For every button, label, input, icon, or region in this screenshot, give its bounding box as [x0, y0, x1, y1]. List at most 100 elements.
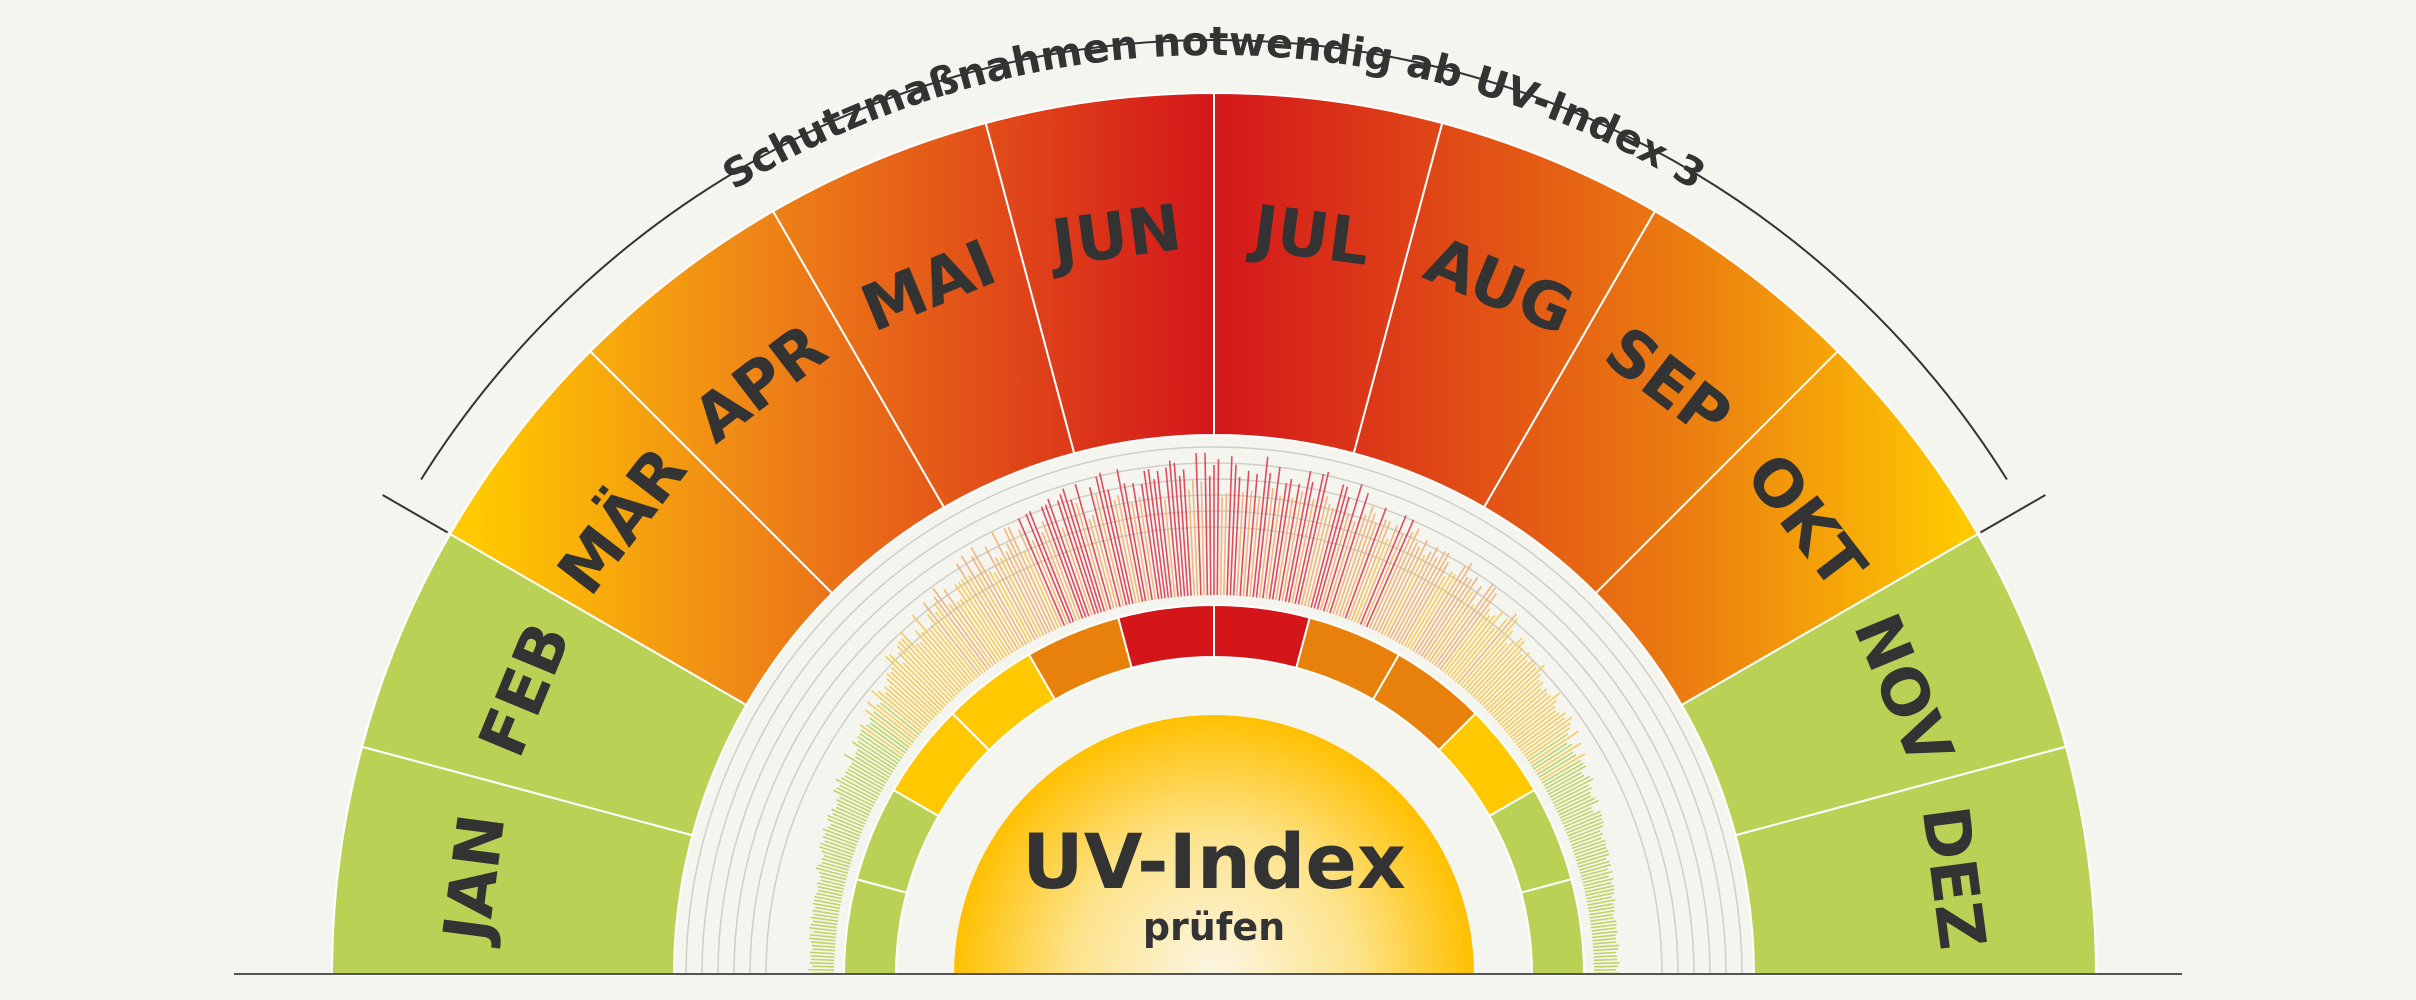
- uv-index-subtitle[interactable]: prüfen: [1143, 905, 1285, 949]
- daily-bar: [1507, 692, 1561, 736]
- daily-bar: [1403, 575, 1446, 647]
- daily-bar: [815, 892, 842, 900]
- bracket-arc: [420, 39, 2008, 481]
- daily-bar: [1551, 778, 1594, 802]
- daily-bar: [813, 913, 839, 919]
- daily-bar: [820, 879, 845, 887]
- daily-bar: [812, 902, 841, 910]
- level-segment-jul: [1213, 603, 1311, 670]
- bracket-tick-right: [1979, 494, 2046, 534]
- daily-bar: [1359, 515, 1407, 625]
- daily-bar: [1533, 743, 1573, 770]
- daily-bar: [1191, 479, 1199, 596]
- daily-bar: [960, 555, 1019, 650]
- daily-bar: [1521, 716, 1572, 754]
- daily-bar: [1544, 765, 1587, 790]
- daily-bar: [1447, 614, 1496, 676]
- uv-index-title[interactable]: UV-Index: [1022, 817, 1406, 906]
- daily-bar: [826, 814, 864, 831]
- daily-bar: [1123, 483, 1147, 602]
- daily-bar: [902, 662, 947, 707]
- daily-bar: [1262, 466, 1281, 599]
- daily-bar: [1395, 550, 1446, 642]
- daily-bar: [1554, 786, 1593, 807]
- daily-bar: [1245, 473, 1259, 597]
- daily-bar: [1454, 618, 1508, 683]
- daily-bar: [1519, 717, 1566, 751]
- daily-bar: [1242, 490, 1253, 597]
- daily-bar: [926, 614, 979, 678]
- daily-bar: [847, 768, 884, 790]
- daily-bar: [1044, 504, 1087, 618]
- daily-bar: [1483, 659, 1534, 709]
- daily-bar: [1523, 722, 1572, 757]
- daily-bar: [849, 765, 885, 787]
- daily-bar: [1543, 762, 1584, 787]
- daily-bar: [812, 909, 839, 916]
- daily-bar: [821, 850, 852, 862]
- daily-bar: [1575, 846, 1607, 859]
- daily-bar: [889, 654, 945, 709]
- daily-bar: [814, 895, 842, 903]
- daily-bar: [900, 638, 956, 698]
- daily-bar: [873, 711, 914, 744]
- daily-bar: [1216, 459, 1220, 596]
- daily-bar: [1469, 637, 1523, 695]
- daily-bar: [1275, 497, 1294, 601]
- daily-bar: [970, 547, 1028, 645]
- daily-bar: [1414, 562, 1473, 654]
- daily-bar: [835, 778, 877, 802]
- daily-bar: [1459, 617, 1519, 687]
- daily-bar: [1449, 611, 1504, 678]
- daily-bar: [885, 692, 927, 728]
- daily-bar: [812, 948, 835, 952]
- daily-bar: [1040, 506, 1084, 619]
- daily-bar: [1291, 498, 1315, 604]
- daily-bar: [1091, 514, 1118, 608]
- daily-bar: [1138, 496, 1157, 600]
- daily-bar: [1590, 917, 1614, 923]
- daily-bar: [1495, 679, 1540, 721]
- daily-bar: [818, 864, 849, 875]
- daily-bar: [1332, 514, 1367, 615]
- daily-bar: [854, 756, 890, 779]
- daily-bar: [994, 557, 1039, 639]
- daily-bar: [932, 587, 992, 669]
- daily-bar: [1505, 695, 1551, 733]
- daily-bar: [1156, 470, 1173, 598]
- daily-bar: [1476, 653, 1524, 702]
- daily-bar: [810, 923, 838, 929]
- daily-bar: [1514, 710, 1557, 744]
- daily-bar: [1472, 640, 1526, 698]
- daily-bar: [1593, 965, 1618, 968]
- daily-bar: [1592, 944, 1620, 949]
- month-label-jul: JUL: [1245, 192, 1374, 281]
- daily-bar: [1462, 630, 1514, 689]
- daily-bar: [1501, 688, 1548, 728]
- daily-bar: [999, 557, 1042, 638]
- daily-bar: [1236, 491, 1244, 596]
- daily-bar: [930, 624, 976, 681]
- daily-bar: [921, 631, 969, 687]
- daily-bar: [885, 655, 942, 711]
- daily-bar: [1023, 550, 1060, 629]
- daily-bar: [1075, 502, 1109, 611]
- daily-bar: [1573, 839, 1606, 853]
- daily-bar: [818, 889, 843, 897]
- daily-bar: [1562, 810, 1594, 825]
- daily-bar: [914, 630, 966, 689]
- daily-bar: [1173, 462, 1186, 597]
- daily-bar: [821, 857, 850, 868]
- daily-bar: [1400, 561, 1450, 645]
- daily-bar: [859, 733, 901, 762]
- daily-bar: [1581, 870, 1613, 881]
- daily-bar: [810, 958, 835, 962]
- daily-bar: [1531, 742, 1568, 768]
- daily-bar: [1059, 494, 1099, 614]
- daily-bar: [1591, 930, 1618, 935]
- daily-bar: [1353, 538, 1389, 623]
- daily-bar: [1041, 520, 1081, 620]
- daily-bar: [1200, 481, 1205, 596]
- daily-bar: [831, 808, 866, 825]
